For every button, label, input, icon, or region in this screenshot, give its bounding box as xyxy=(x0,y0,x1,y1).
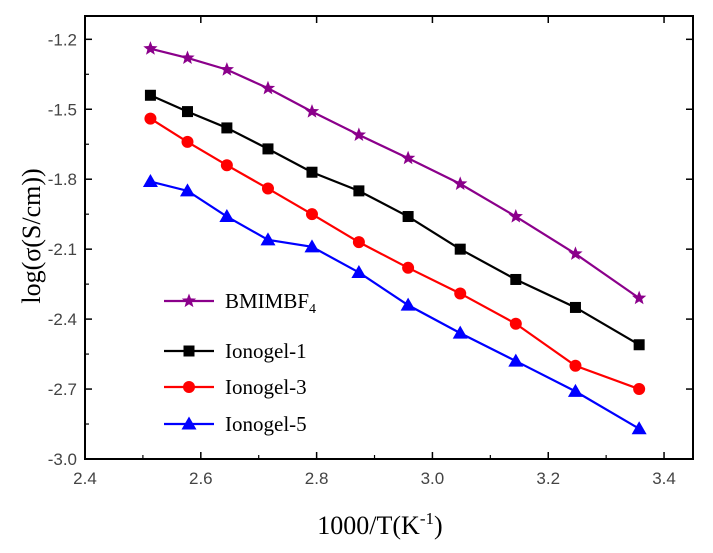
x-axis-title-main: 1000/T(K xyxy=(317,511,420,540)
data-point xyxy=(219,209,235,223)
x-tick-label: 3.2 xyxy=(536,469,560,488)
plot-series xyxy=(142,41,647,435)
data-point xyxy=(181,106,193,118)
data-point xyxy=(400,297,416,311)
legend-item-2: Ionogel-3 xyxy=(164,375,307,399)
legend-label-main: Ionogel-1 xyxy=(225,339,307,363)
legend-label: Ionogel-1 xyxy=(225,339,307,363)
data-point xyxy=(567,383,583,397)
data-point xyxy=(304,239,320,253)
y-tick-label: -2.4 xyxy=(48,310,77,329)
legend-swatch-marker xyxy=(181,293,197,308)
data-point xyxy=(305,208,318,221)
series-3 xyxy=(142,174,647,435)
series-0 xyxy=(143,41,647,305)
data-point xyxy=(631,421,647,435)
data-point xyxy=(351,127,367,141)
series-1 xyxy=(144,89,645,351)
y-tick-label: -1.5 xyxy=(48,100,77,119)
series-2 xyxy=(144,112,646,396)
data-point xyxy=(568,246,583,260)
data-point xyxy=(508,353,524,367)
data-point xyxy=(353,185,365,197)
y-tick-label: -1.8 xyxy=(48,170,77,189)
data-point xyxy=(306,166,318,178)
x-tick-label: 2.4 xyxy=(73,469,97,488)
data-point xyxy=(402,211,414,223)
legend-swatch-marker xyxy=(181,416,197,430)
legend-item-3: Ionogel-5 xyxy=(164,412,307,436)
x-axis-title: 1000/T(K-1) xyxy=(317,509,442,540)
legend-label: BMIMBF4 xyxy=(225,289,316,317)
y-tick-label: -3.0 xyxy=(48,450,77,469)
data-point xyxy=(508,209,523,223)
y-axis-title: log(σ(S/cm)) xyxy=(17,168,46,303)
x-tick-label: 3.0 xyxy=(421,469,445,488)
data-point xyxy=(453,176,468,190)
legend-swatch-marker xyxy=(183,345,195,357)
data-point xyxy=(569,301,581,313)
series-line xyxy=(149,117,640,391)
data-point xyxy=(632,290,647,305)
data-point xyxy=(400,150,416,165)
data-point xyxy=(304,104,320,118)
legend-item-0: BMIMBF4 xyxy=(164,289,316,317)
y-tick-label: -2.7 xyxy=(48,380,77,399)
legend-swatch-marker xyxy=(183,381,195,393)
data-point xyxy=(402,261,415,274)
data-point xyxy=(219,62,234,76)
data-point xyxy=(220,159,233,172)
axes: 2.4 2.6 2.8 3.0 3.2 3.4 -1.2 -1.5 -1.8 -2.1 -2.4 -2… xyxy=(48,15,694,488)
data-point xyxy=(260,80,276,95)
x-tick-label: 2.8 xyxy=(305,469,329,488)
legend-label: Ionogel-5 xyxy=(225,412,307,436)
data-point xyxy=(144,112,157,125)
data-point xyxy=(260,232,276,246)
legend-label-main: Ionogel-5 xyxy=(225,412,307,436)
data-point xyxy=(143,41,158,55)
data-point xyxy=(452,325,468,339)
data-point xyxy=(180,50,195,65)
data-point xyxy=(569,359,582,372)
data-point xyxy=(509,317,522,330)
legend: BMIMBF4 Ionogel-1 Ionogel-3 Ionogel-5 xyxy=(164,289,316,436)
data-point xyxy=(454,243,466,255)
legend-label-main: Ionogel-3 xyxy=(225,375,307,399)
legend-label-sub: 4 xyxy=(309,302,316,317)
y-tick-label: -1.2 xyxy=(48,30,77,49)
data-point xyxy=(352,236,365,249)
data-point xyxy=(633,383,646,396)
data-point xyxy=(181,135,194,148)
legend-label: Ionogel-3 xyxy=(225,375,307,399)
data-point xyxy=(454,287,467,300)
x-tick-label: 3.4 xyxy=(652,469,676,488)
x-tick-label: 2.6 xyxy=(189,469,213,488)
plot-frame xyxy=(84,15,694,460)
data-point xyxy=(261,182,274,195)
data-point xyxy=(221,122,233,134)
data-point xyxy=(633,339,645,351)
y-tick-label: -2.1 xyxy=(48,240,77,259)
legend-label-main: BMIMBF xyxy=(225,289,309,313)
data-point xyxy=(262,143,274,155)
x-axis-title-sup: -1 xyxy=(420,509,434,528)
data-point xyxy=(142,174,158,188)
x-axis-title-end: ) xyxy=(434,511,443,540)
legend-item-1: Ionogel-1 xyxy=(164,339,307,363)
data-point xyxy=(351,264,367,278)
data-point xyxy=(179,183,195,197)
data-point xyxy=(144,89,156,101)
data-point xyxy=(510,273,522,285)
